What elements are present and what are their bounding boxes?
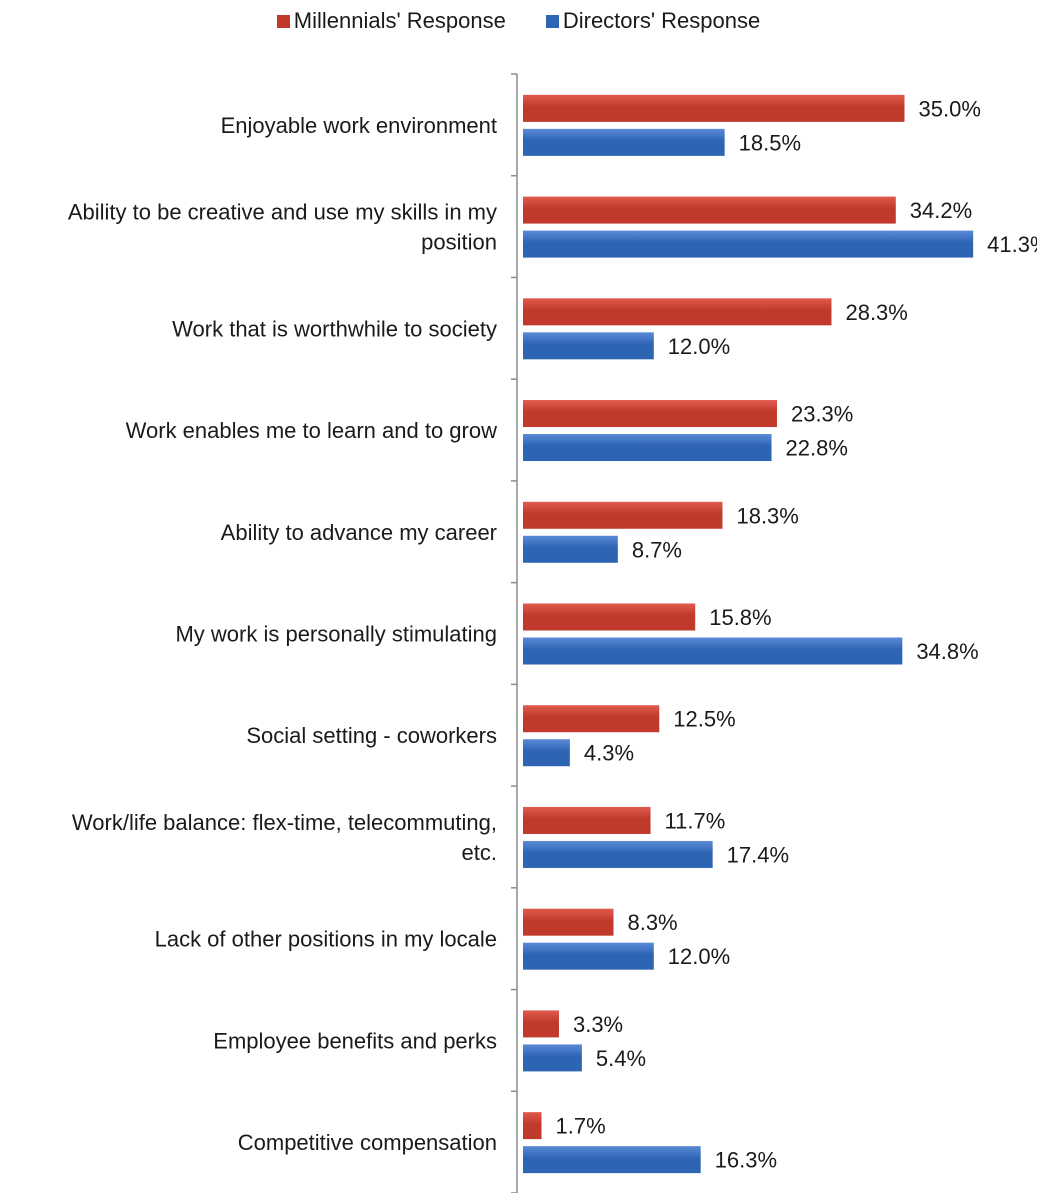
- bar-millennials: [523, 298, 832, 326]
- category-label: etc.: [462, 840, 497, 865]
- legend-label-millennials: Millennials' Response: [293, 8, 506, 33]
- data-label: 41.3%: [987, 232, 1037, 257]
- chart-legend: Millennials' Response Directors' Respons…: [0, 8, 1037, 34]
- category-label: Work enables me to learn and to grow: [126, 418, 497, 443]
- legend-label-directors: Directors' Response: [562, 8, 761, 33]
- category-label: Work that is worthwhile to society: [172, 316, 497, 341]
- bar-millennials: [523, 1010, 559, 1038]
- category-label: Social setting - coworkers: [246, 723, 497, 748]
- bar-millennials: [523, 806, 651, 834]
- category-label: position: [421, 230, 497, 255]
- category-label: Ability to advance my career: [221, 520, 497, 545]
- legend-item-directors: Directors' Response: [545, 8, 761, 34]
- data-label: 3.3%: [573, 1012, 623, 1037]
- bar-millennials: [523, 705, 660, 733]
- category-label: Lack of other positions in my locale: [155, 927, 497, 952]
- data-label: 34.8%: [916, 639, 978, 664]
- bar-directors: [523, 128, 725, 156]
- data-label: 16.3%: [715, 1148, 777, 1173]
- bar-millennials: [523, 400, 777, 428]
- bar-directors: [523, 332, 654, 360]
- data-label: 17.4%: [727, 842, 789, 867]
- data-label: 1.7%: [556, 1114, 606, 1139]
- legend-swatch-directors: [545, 14, 559, 28]
- category-label: Work/life balance: flex-time, telecommut…: [72, 810, 497, 835]
- data-label: 34.2%: [910, 198, 972, 223]
- data-label: 4.3%: [584, 741, 634, 766]
- data-label: 35.0%: [919, 96, 981, 121]
- legend-swatch-millennials: [276, 14, 290, 28]
- bar-directors: [523, 840, 713, 868]
- category-label: Employee benefits and perks: [213, 1028, 497, 1053]
- data-label: 22.8%: [786, 436, 848, 461]
- bar-directors: [523, 230, 974, 258]
- bar-directors: [523, 637, 903, 665]
- category-label: Ability to be creative and use my skills…: [68, 200, 497, 225]
- category-label: My work is personally stimulating: [175, 622, 497, 647]
- category-label: Enjoyable work environment: [221, 113, 497, 138]
- data-label: 12.0%: [668, 334, 730, 359]
- legend-item-millennials: Millennials' Response: [276, 8, 506, 34]
- data-label: 11.7%: [665, 808, 726, 833]
- data-label: 5.4%: [596, 1046, 646, 1071]
- bar-millennials: [523, 196, 896, 224]
- data-label: 8.3%: [627, 910, 677, 935]
- bar-directors: [523, 942, 654, 970]
- category-label: Competitive compensation: [238, 1130, 497, 1155]
- data-label: 18.3%: [736, 503, 798, 528]
- bar-directors: [523, 535, 618, 563]
- data-label: 12.0%: [668, 944, 730, 969]
- data-label: 15.8%: [709, 605, 771, 630]
- data-label: 23.3%: [791, 402, 853, 427]
- bar-directors: [523, 1146, 701, 1174]
- data-label: 12.5%: [673, 707, 735, 732]
- bar-directors: [523, 434, 772, 462]
- data-label: 8.7%: [632, 537, 682, 562]
- bar-millennials: [523, 908, 614, 936]
- bar-millennials: [523, 603, 696, 631]
- bar-directors: [523, 1044, 582, 1072]
- bar-millennials: [523, 501, 723, 529]
- data-label: 18.5%: [739, 130, 801, 155]
- data-label: 28.3%: [845, 300, 907, 325]
- bar-millennials: [523, 94, 905, 122]
- bar-directors: [523, 739, 570, 767]
- bar-millennials: [523, 1112, 542, 1140]
